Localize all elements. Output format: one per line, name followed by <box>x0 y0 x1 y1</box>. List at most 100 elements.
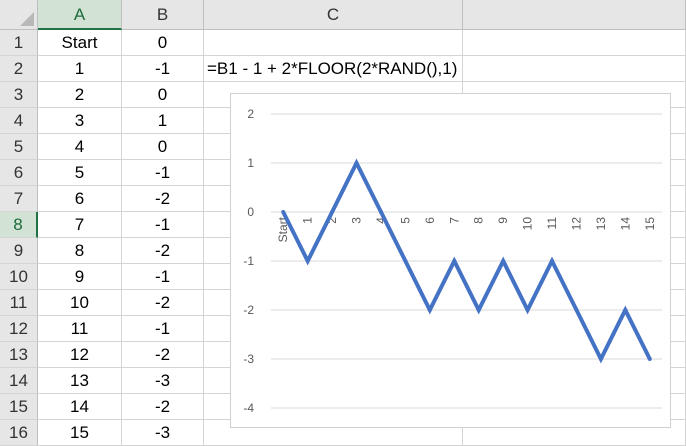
cell-b8[interactable]: -1 <box>122 212 204 238</box>
x-tick-label: 6 <box>423 217 437 224</box>
row-header-3[interactable]: 3 <box>0 82 38 108</box>
row-header-9[interactable]: 9 <box>0 238 38 264</box>
data-point[interactable] <box>623 308 628 312</box>
data-point[interactable] <box>550 259 555 263</box>
cell-b3[interactable]: 0 <box>122 82 204 108</box>
cell-a15[interactable]: 14 <box>38 394 122 420</box>
data-point[interactable] <box>525 308 530 312</box>
y-tick-label: -2 <box>243 303 254 317</box>
cell-a9[interactable]: 8 <box>38 238 122 264</box>
data-point[interactable] <box>330 210 335 214</box>
cell-b7[interactable]: -2 <box>122 186 204 212</box>
select-all-triangle-icon <box>20 12 34 26</box>
cell-b4[interactable]: 1 <box>122 108 204 134</box>
x-tick-label: 12 <box>569 217 583 231</box>
row-header-14[interactable]: 14 <box>0 368 38 394</box>
row-header-5[interactable]: 5 <box>0 134 38 160</box>
x-tick-label: 2 <box>325 217 339 224</box>
x-tick-label: 5 <box>398 217 412 224</box>
column-header-a[interactable]: A <box>38 0 122 30</box>
select-all-corner[interactable] <box>0 0 38 30</box>
data-point[interactable] <box>476 308 481 312</box>
cell-b13[interactable]: -2 <box>122 342 204 368</box>
x-tick-label: 15 <box>643 217 657 231</box>
data-point[interactable] <box>427 308 432 312</box>
data-point[interactable] <box>378 210 383 214</box>
cell-c2[interactable] <box>204 56 463 82</box>
cell-b15[interactable]: -2 <box>122 394 204 420</box>
cell-a7[interactable]: 6 <box>38 186 122 212</box>
row-header-10[interactable]: 10 <box>0 264 38 290</box>
data-point[interactable] <box>574 308 579 312</box>
column-header-d[interactable] <box>463 0 686 30</box>
row-header-4[interactable]: 4 <box>0 108 38 134</box>
x-tick-label: 1 <box>301 217 315 224</box>
column-header-c[interactable]: C <box>204 0 463 30</box>
x-tick-label: 10 <box>521 217 535 231</box>
y-tick-label: 1 <box>247 156 254 170</box>
cell-a2[interactable]: 1 <box>38 56 122 82</box>
x-tick-label: 4 <box>374 217 388 224</box>
line-chart[interactable]: 2 1 0 -1 -2 -3 -4 Start 1 2 3 4 5 6 7 8 9 10 11 12 13 14 15 <box>230 93 671 428</box>
cell-a16[interactable]: 15 <box>38 420 122 446</box>
data-point[interactable] <box>354 161 359 165</box>
data-point[interactable] <box>598 357 603 361</box>
cell-b14[interactable]: -3 <box>122 368 204 394</box>
x-tick-label: 14 <box>618 217 632 231</box>
data-point[interactable] <box>281 210 286 214</box>
data-point[interactable] <box>305 259 310 263</box>
cell-d1[interactable] <box>463 30 686 56</box>
cell-b2[interactable]: -1 <box>122 56 204 82</box>
cell-c2-formula[interactable]: =B1 - 1 + 2*FLOOR(2*RAND(),1) <box>207 59 458 78</box>
y-tick-label: 0 <box>247 205 254 219</box>
cell-a8[interactable]: 7 <box>38 212 122 238</box>
row-header-8[interactable]: 8 <box>0 212 38 238</box>
x-tick-label: 3 <box>350 217 364 224</box>
column-header-b[interactable]: B <box>122 0 204 30</box>
cell-a3[interactable]: 2 <box>38 82 122 108</box>
row-header-2[interactable]: 2 <box>0 56 38 82</box>
x-tick-label: 13 <box>594 217 608 231</box>
cell-a4[interactable]: 3 <box>38 108 122 134</box>
x-tick-label: 8 <box>472 217 486 224</box>
y-tick-label: -3 <box>243 352 254 366</box>
cell-a14[interactable]: 13 <box>38 368 122 394</box>
cell-a13[interactable]: 12 <box>38 342 122 368</box>
cell-a12[interactable]: 11 <box>38 316 122 342</box>
cell-b1[interactable]: 0 <box>122 30 204 56</box>
cell-a11[interactable]: 10 <box>38 290 122 316</box>
cell-b9[interactable]: -2 <box>122 238 204 264</box>
cell-b16[interactable]: -3 <box>122 420 204 446</box>
cell-b5[interactable]: 0 <box>122 134 204 160</box>
data-point[interactable] <box>647 357 652 361</box>
series-line[interactable] <box>281 158 652 364</box>
cell-a6[interactable]: 5 <box>38 160 122 186</box>
data-point[interactable] <box>501 259 506 263</box>
y-tick-label: -4 <box>243 401 254 415</box>
cell-c1[interactable] <box>204 30 463 56</box>
row-header-6[interactable]: 6 <box>0 160 38 186</box>
cell-a5[interactable]: 4 <box>38 134 122 160</box>
x-tick-label: 9 <box>496 217 510 224</box>
row-header-15[interactable]: 15 <box>0 394 38 420</box>
x-tick-label: 11 <box>545 217 559 230</box>
cell-a1[interactable]: Start <box>38 30 122 56</box>
row-header-16[interactable]: 16 <box>0 420 38 446</box>
row-header-13[interactable]: 13 <box>0 342 38 368</box>
row-header-12[interactable]: 12 <box>0 316 38 342</box>
cell-a10[interactable]: 9 <box>38 264 122 290</box>
row-header-7[interactable]: 7 <box>0 186 38 212</box>
row-header-11[interactable]: 11 <box>0 290 38 316</box>
cell-b11[interactable]: -2 <box>122 290 204 316</box>
cell-d2[interactable] <box>463 56 686 82</box>
x-tick-label: 7 <box>447 217 461 224</box>
cell-b10[interactable]: -1 <box>122 264 204 290</box>
data-point[interactable] <box>452 259 457 263</box>
cell-b12[interactable]: -1 <box>122 316 204 342</box>
row-header-1[interactable]: 1 <box>0 30 38 56</box>
y-tick-label: -1 <box>243 254 254 268</box>
data-point[interactable] <box>403 259 408 263</box>
cell-b6[interactable]: -1 <box>122 160 204 186</box>
